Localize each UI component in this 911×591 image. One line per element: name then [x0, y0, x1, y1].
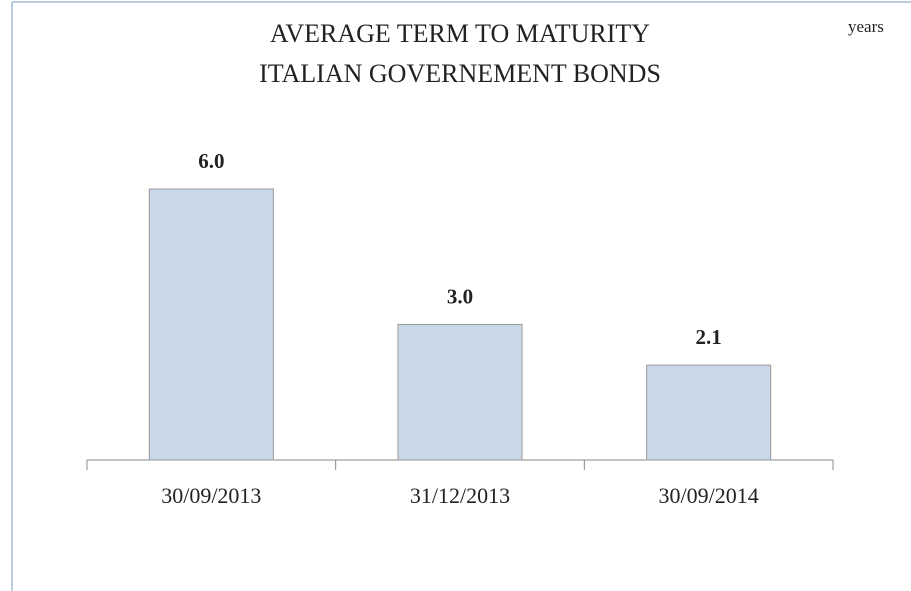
data-label: 2.1 [696, 325, 722, 349]
x-tick-label: 31/12/2013 [410, 483, 510, 508]
x-tick-label: 30/09/2014 [659, 483, 759, 508]
data-label: 3.0 [447, 284, 473, 308]
data-label: 6.0 [198, 149, 224, 173]
bar [397, 324, 523, 461]
bar [646, 364, 772, 461]
chart-title: ITALIAN GOVERNEMENT BONDS [259, 59, 661, 88]
unit-label: years [848, 17, 884, 36]
x-tick-label: 30/09/2013 [161, 483, 261, 508]
bar [148, 188, 274, 461]
chart-title: AVERAGE TERM TO MATURITY [270, 19, 650, 48]
